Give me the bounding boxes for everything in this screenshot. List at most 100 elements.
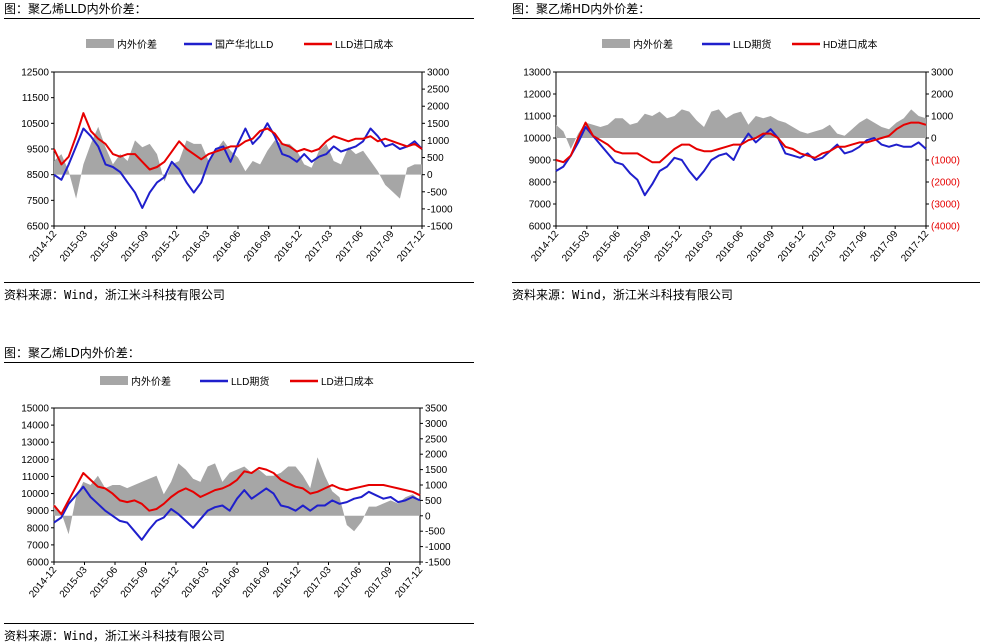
left-tick-label: 14000: [21, 421, 49, 432]
right-tick-label: 2000: [425, 450, 448, 461]
series-line-1: [53, 485, 421, 541]
x-tick-label: 2017-03: [303, 229, 335, 265]
right-tick-label: -1500: [427, 222, 453, 233]
x-tick-label: 2015-06: [88, 565, 120, 601]
x-tick-label: 2015-12: [150, 229, 182, 265]
x-tick-label: 2016-09: [241, 565, 273, 601]
x-tick-label: 2016-09: [745, 229, 777, 265]
chart-source: 资料来源：Wind，浙江米斗科技有限公司: [4, 629, 225, 643]
x-tick-label: 2017-03: [302, 565, 334, 601]
legend-label: 内外价差: [131, 375, 171, 388]
left-tick-label: 12500: [21, 68, 49, 79]
left-tick-label: 15000: [21, 404, 49, 415]
left-tick-label: 10000: [21, 489, 49, 500]
x-tick-label: 2016-12: [273, 229, 305, 265]
chart-svg: 1300012000110001000090008000700060003000…: [523, 38, 960, 265]
series-line-2: [555, 121, 927, 164]
x-tick-label: 2016-12: [271, 565, 303, 601]
source-rule: [4, 282, 474, 283]
right-tick-label: (4000): [931, 222, 960, 233]
x-tick-label: 2016-12: [776, 229, 808, 265]
chart-title: 图：聚乙烯LD内外价差：: [4, 346, 140, 360]
right-tick-label: 1000: [931, 112, 954, 123]
right-tick-label: 0: [931, 134, 937, 145]
right-tick-label: 2500: [427, 85, 450, 96]
right-tick-label: 3000: [931, 68, 954, 79]
right-tick-label: -1000: [425, 542, 451, 553]
legend-label: 内外价差: [117, 38, 157, 51]
x-tick-label: 2016-03: [181, 229, 213, 265]
left-tick-label: 7500: [27, 196, 50, 207]
x-tick-label: 2015-12: [653, 229, 685, 265]
x-tick-label: 2016-06: [714, 229, 746, 265]
x-tick-label: 2015-06: [591, 229, 623, 265]
x-tick-label: 2016-03: [180, 565, 212, 601]
left-tick-label: 9000: [529, 156, 552, 167]
left-tick-label: 8000: [27, 523, 50, 534]
x-tick-label: 2017-12: [393, 565, 425, 601]
right-tick-label: 3500: [425, 404, 448, 415]
left-tick-label: 8500: [27, 170, 50, 181]
x-tick-label: 2017-03: [807, 229, 839, 265]
x-tick-label: 2017-06: [838, 229, 870, 265]
x-tick-label: 2015-06: [89, 229, 121, 265]
left-tick-label: 12000: [523, 90, 551, 101]
left-tick-label: 9500: [27, 145, 50, 156]
left-tick-label: 11000: [22, 472, 50, 483]
chart-title: 图：聚乙烯LLD内外价差：: [4, 2, 147, 16]
x-tick-label: 2015-03: [58, 229, 90, 265]
legend-label: LLD进口成本: [335, 38, 393, 51]
left-tick-label: 9000: [27, 506, 50, 517]
x-tick-label: 2017-12: [395, 229, 427, 265]
chart-title: 图：聚乙烯HD内外价差：: [512, 2, 651, 16]
left-tick-label: 7000: [529, 200, 552, 211]
x-tick-label: 2017-09: [868, 229, 900, 265]
x-tick-label: 2014-12: [27, 565, 59, 601]
right-tick-label: 1500: [425, 465, 448, 476]
x-tick-label: 2015-09: [119, 565, 151, 601]
right-tick-label: 1500: [427, 119, 450, 130]
left-tick-label: 10500: [21, 119, 49, 130]
series-area-spread: [54, 457, 420, 535]
x-tick-label: 2015-03: [560, 229, 592, 265]
chart-svg: 1500014000130001200011000100009000800070…: [21, 375, 451, 601]
right-tick-label: 1000: [427, 136, 450, 147]
chart-source: 资料来源：Wind，浙江米斗科技有限公司: [512, 288, 733, 302]
legend-swatch: [602, 39, 630, 48]
x-tick-label: 2017-09: [363, 565, 395, 601]
left-tick-label: 11000: [524, 112, 552, 123]
legend-label: 国产华北LLD: [215, 38, 273, 51]
legend-label: 内外价差: [633, 38, 673, 51]
chart-panel-lld: 图：聚乙烯LLD内外价差： 12500 11500 10500 9500 8500 750…: [4, 0, 474, 310]
left-tick-label: 7000: [27, 540, 50, 551]
left-tick-label: 8000: [529, 178, 552, 189]
x-tick-label: 2015-12: [149, 565, 181, 601]
left-tick-label: 6000: [529, 222, 552, 233]
x-tick-label: 2016-06: [211, 229, 243, 265]
right-tick-label: 2500: [425, 434, 448, 445]
x-tick-label: 2014-12: [27, 229, 59, 265]
right-tick-label: 2000: [931, 90, 954, 101]
right-tick-label: 0: [427, 170, 433, 181]
series-line-2: [53, 112, 423, 171]
title-rule: [512, 18, 980, 19]
left-tick-label: 11500: [22, 93, 50, 104]
series-area-spread: [556, 109, 926, 149]
left-tick-label: 6500: [27, 222, 50, 233]
right-tick-label: 500: [425, 496, 442, 507]
x-tick-label: 2015-09: [119, 229, 151, 265]
right-tick-label: 3000: [427, 68, 450, 79]
title-rule: [4, 362, 474, 363]
x-tick-label: 2017-06: [334, 229, 366, 265]
legend-swatch: [100, 376, 128, 385]
legend-label: LLD期货: [733, 38, 771, 51]
legend-label: LLD期货: [231, 375, 269, 388]
right-tick-label: 500: [427, 153, 444, 164]
right-tick-label: -1500: [425, 558, 451, 569]
left-tick-label: 12000: [21, 455, 49, 466]
chart-panel-hd: 图：聚乙烯HD内外价差： 13000 12000 11000 10000 9000 800…: [512, 0, 980, 310]
right-tick-label: 3000: [425, 419, 448, 430]
chart-panel-ld: 图：聚乙烯LD内外价差： 15000 14000 13000 12000 11000 10…: [4, 344, 474, 643]
title-rule: [4, 18, 474, 19]
series-line-1: [53, 122, 423, 209]
